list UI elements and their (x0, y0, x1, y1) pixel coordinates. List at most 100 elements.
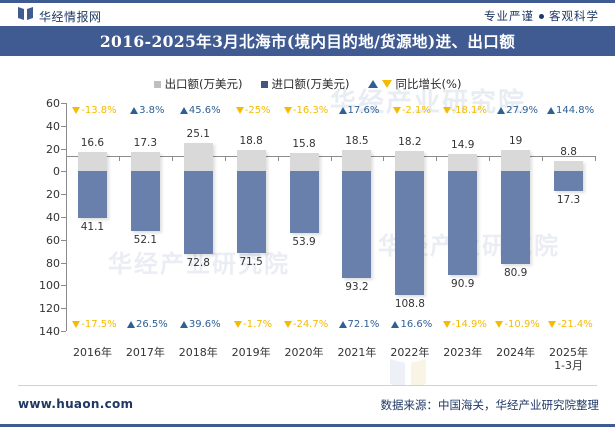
bar-export[interactable] (77, 152, 107, 172)
growth-value: 45.6% (188, 105, 221, 116)
x-axis-label: 2018年 (168, 346, 228, 359)
x-axis-label: 2024年 (486, 346, 546, 359)
bar-import[interactable] (501, 171, 531, 264)
growth-value: 16.6% (400, 319, 433, 330)
bar-value-label-export: 19 (508, 134, 523, 147)
y-axis-tick-label: 60 (46, 233, 60, 247)
bar-export[interactable] (501, 149, 531, 172)
footer-url[interactable]: www.huaon.com (18, 397, 134, 411)
x-axis-label: 2019年 (221, 346, 281, 359)
growth-value: 26.5% (135, 319, 168, 330)
x-axis-tick (171, 156, 173, 162)
bar-import[interactable] (395, 171, 425, 296)
y-axis-tick-label: 140 (39, 325, 60, 338)
growth-value: -1.7% (243, 319, 273, 330)
growth-label-top: -13.8% (66, 105, 122, 116)
page-title: 2016-2025年3月北海市(境内目的地/货源地)进、出口额 (99, 32, 516, 51)
triangle-down-icon (283, 107, 292, 114)
bar-export[interactable] (236, 149, 266, 172)
bar-export[interactable] (448, 154, 478, 172)
x-axis-tick (489, 156, 491, 162)
y-axis-tick (61, 262, 66, 264)
bar-import[interactable] (183, 171, 213, 255)
y-axis-tick (61, 285, 66, 287)
bar-value-label-export: 14.9 (451, 139, 475, 152)
triangle-down-icon (495, 321, 504, 328)
bar-import[interactable] (289, 171, 319, 233)
x-axis-label-line1: 2024年 (496, 346, 536, 359)
legend-item-export[interactable]: 出口额(万美元) (153, 76, 243, 92)
x-axis-tick (277, 156, 279, 162)
tagline-dot-icon (539, 13, 544, 19)
tagline-right: 客观科学 (549, 9, 599, 23)
triangle-down-icon (548, 321, 557, 328)
bar-export[interactable] (289, 153, 319, 172)
triangle-down-icon (283, 321, 292, 328)
growth-label-bottom: -14.9% (437, 319, 493, 330)
triangle-up-icon (546, 107, 555, 114)
growth-value: -2.1% (401, 105, 431, 116)
triangle-down-icon (72, 321, 81, 328)
legend-item-import[interactable]: 进口额(万美元) (260, 76, 350, 92)
growth-label-top: 45.6% (172, 105, 228, 116)
y-axis-tick (61, 194, 66, 196)
y-axis-tick (61, 308, 66, 310)
triangle-up-icon (367, 80, 378, 88)
bar-value-label-import: 93.2 (345, 280, 369, 293)
x-axis-tick (118, 156, 120, 162)
legend-label-import: 进口额(万美元) (271, 77, 350, 91)
bar-import[interactable] (130, 171, 160, 231)
triangle-down-icon (235, 107, 244, 114)
brand[interactable]: 华经情报网 (18, 6, 102, 26)
growth-value: 27.9% (506, 105, 539, 116)
growth-label-bottom: -21.4% (543, 319, 599, 330)
tagline: 专业严谨 客观科学 (484, 8, 599, 24)
bar-export[interactable] (554, 161, 584, 172)
growth-value: -10.9% (504, 319, 540, 330)
triangle-up-icon (179, 107, 188, 114)
growth-value: -16.3% (292, 105, 329, 116)
y-axis-tick (61, 148, 66, 150)
y-axis-tick-label: 60 (46, 97, 60, 110)
y-axis-tick (61, 239, 66, 241)
growth-label-bottom: -17.5% (66, 319, 122, 330)
growth-value: 3.8% (139, 105, 165, 116)
growth-label-top: 144.8% (543, 105, 599, 116)
x-axis-tick (436, 156, 438, 162)
growth-value: -14.9% (451, 319, 487, 330)
x-axis-label-line1: 2023年 (443, 346, 483, 359)
bar-import[interactable] (236, 171, 266, 253)
x-axis-labels: 2016年 2017年 2018年 2019年 2020年 2021年 2022年 2023年… (66, 346, 595, 380)
bar-import[interactable] (77, 171, 107, 219)
bar-value-label-import: 108.8 (394, 298, 425, 311)
bar-value-label-export: 17.3 (133, 136, 158, 149)
y-axis-tick-label: 120 (39, 302, 60, 316)
growth-label-top: 3.8% (119, 105, 175, 116)
x-axis-tick (595, 156, 596, 162)
bar-import[interactable] (448, 171, 478, 276)
legend-label-export: 出口额(万美元) (164, 77, 243, 91)
growth-value: 144.8% (555, 105, 595, 116)
bar-export[interactable] (395, 150, 425, 172)
bar-export[interactable] (130, 151, 160, 172)
x-axis-tick (542, 156, 544, 162)
legend-item-growth[interactable]: 同比增长(%) (367, 76, 462, 92)
bar-value-label-import: 52.1 (133, 233, 158, 246)
legend-label-growth: 同比增长(%) (395, 77, 462, 91)
y-axis-tick-label: 40 (46, 119, 60, 133)
bar-import[interactable] (342, 171, 372, 278)
bar-value-label-import: 80.9 (503, 266, 528, 279)
top-bar: 华经情报网 专业严谨 客观科学 (0, 0, 615, 26)
bar-export[interactable] (342, 150, 372, 172)
growth-label-bottom: 72.1% (331, 319, 387, 330)
title-band: 2016-2025年3月北海市(境内目的地/货源地)进、出口额 (0, 26, 615, 56)
bar-export[interactable] (183, 142, 213, 172)
growth-value: 72.1% (347, 319, 380, 330)
triangle-down-icon (392, 107, 401, 114)
growth-value: -25% (244, 105, 271, 116)
x-axis-label-line1: 2018年 (178, 346, 218, 359)
growth-label-top: -16.3% (278, 105, 334, 116)
triangle-up-icon (338, 107, 347, 114)
bar-import[interactable] (554, 171, 584, 192)
triangle-up-icon (338, 321, 347, 328)
